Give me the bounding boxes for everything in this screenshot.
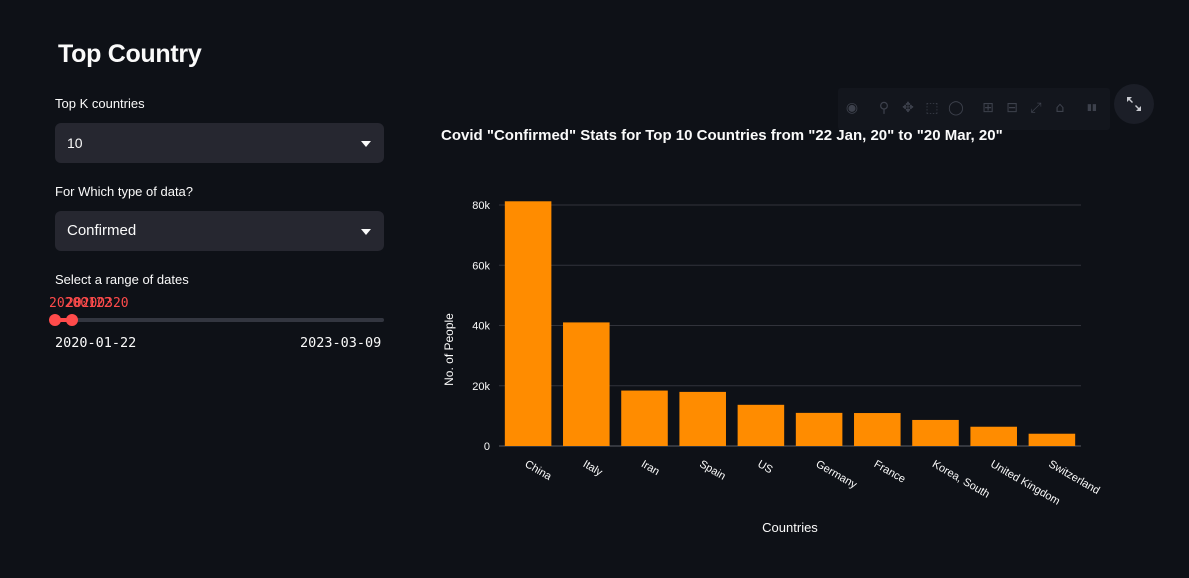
date-max-label: 2023-03-09: [300, 335, 382, 351]
zoom-icon[interactable]: ⚲: [878, 100, 890, 116]
date-start-handle[interactable]: [49, 314, 61, 326]
bar-france: [854, 413, 901, 446]
y-tick-label: 80k: [472, 200, 490, 212]
y-tick-label: 60k: [472, 260, 490, 272]
zoom-in-icon[interactable]: ⊞: [982, 100, 994, 116]
y-tick-label: 0: [484, 441, 490, 453]
bar-germany: [795, 412, 843, 446]
x-tick-label: Germany: [814, 458, 860, 491]
bar-italy: [563, 322, 610, 446]
expand-icon: [1127, 97, 1141, 111]
chevron-down-icon: [361, 229, 371, 235]
date-start-value: 20200122: [49, 296, 112, 311]
date-end-value: 20200320: [66, 296, 129, 311]
data-type-select[interactable]: Confirmed: [55, 211, 384, 251]
x-tick-label: Korea, South: [930, 458, 992, 501]
fullscreen-button[interactable]: [1114, 84, 1154, 124]
zoom-out-icon[interactable]: ⊟: [1006, 100, 1018, 116]
bar-us: [737, 404, 785, 446]
x-tick-label: Iran: [639, 458, 661, 478]
bar-china: [504, 201, 552, 446]
x-tick-label: Spain: [697, 458, 727, 482]
x-tick-label: Italy: [581, 458, 605, 479]
box-select-icon[interactable]: ⬚: [925, 100, 939, 116]
plotly-logo-icon[interactable]: ▮▮: [1087, 103, 1097, 113]
data-type-value: Confirmed: [67, 222, 137, 239]
chart-title: Covid "Confirmed" Stats for Top 10 Count…: [441, 127, 1003, 144]
page-title: Top Country: [58, 40, 202, 68]
x-tick-label: France: [872, 458, 908, 486]
chevron-down-icon: [361, 141, 371, 147]
date-min-label: 2020-01-22: [55, 335, 137, 351]
date-end-handle[interactable]: [66, 314, 78, 326]
top-k-value: 10: [67, 135, 83, 151]
data-type-label: For Which type of data?: [55, 184, 194, 199]
x-tick-label: China: [523, 458, 555, 483]
date-range-label: Select a range of dates: [55, 272, 189, 287]
bar-united-kingdom: [970, 426, 1017, 446]
date-range-slider[interactable]: [55, 318, 384, 322]
y-tick-label: 20k: [472, 381, 490, 393]
chart-toolbar: ◉ ⚲ ✥ ⬚ ◯ ⊞ ⊟ ⤢ ⌂ ▮▮: [838, 88, 1110, 130]
y-axis-title: No. of People: [442, 313, 456, 386]
top-k-label: Top K countries: [55, 96, 145, 111]
bar-korea-south: [912, 419, 959, 446]
x-axis-title: Countries: [762, 520, 818, 535]
bar-iran: [621, 390, 668, 446]
reset-axes-icon[interactable]: ⌂: [1055, 100, 1065, 116]
y-tick-label: 40k: [472, 321, 490, 333]
lasso-icon[interactable]: ◯: [948, 100, 964, 116]
autoscale-icon[interactable]: ⤢: [1030, 100, 1042, 116]
bar-switzerland: [1028, 433, 1076, 446]
bar-spain: [679, 391, 726, 446]
pan-icon[interactable]: ✥: [902, 100, 914, 116]
x-tick-label: Switzerland: [1046, 458, 1101, 497]
x-tick-label: US: [755, 458, 774, 476]
top-k-select[interactable]: 10: [55, 123, 384, 163]
date-range-fill: [55, 318, 73, 322]
camera-icon[interactable]: ◉: [845, 100, 859, 116]
